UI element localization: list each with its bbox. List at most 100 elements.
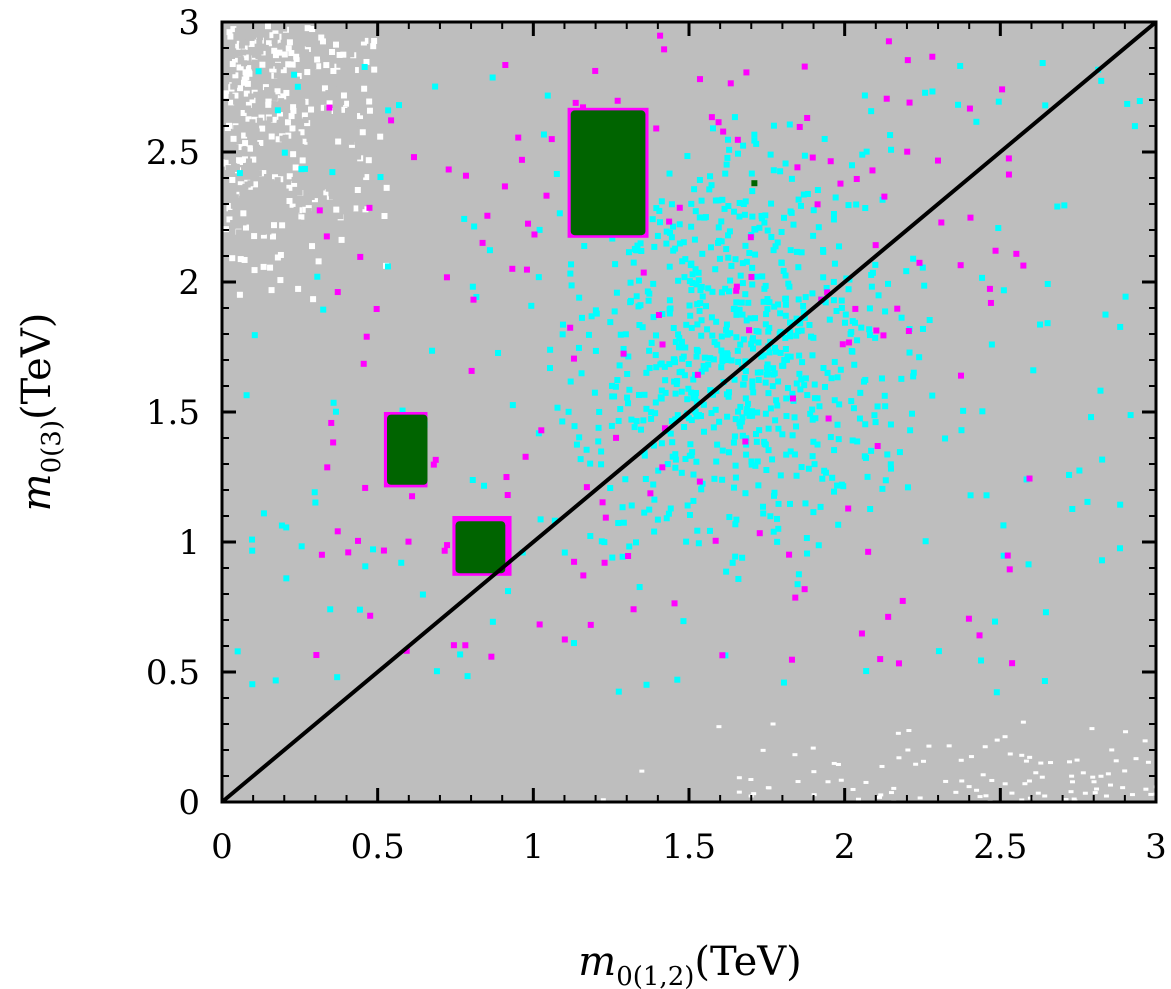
gap-point	[318, 34, 325, 41]
gap-point	[279, 222, 286, 229]
gap-point	[926, 744, 932, 748]
cyan-point	[851, 319, 858, 326]
gap-point	[267, 264, 274, 271]
cyan-point	[723, 246, 730, 253]
magenta-point	[712, 537, 719, 544]
gap-point	[277, 277, 284, 284]
cyan-point	[1039, 60, 1046, 67]
gap-point	[315, 258, 322, 265]
gap-point	[232, 92, 239, 99]
gap-point	[285, 45, 292, 52]
cyan-point	[670, 356, 677, 363]
cyan-point	[682, 256, 689, 263]
cyan-point	[860, 378, 867, 385]
background-point	[330, 86, 337, 93]
magenta-point	[462, 642, 469, 649]
background-point	[239, 190, 246, 197]
cyan-point	[793, 315, 800, 322]
background-point	[351, 220, 358, 227]
cyan-point	[907, 427, 914, 434]
background-point	[232, 144, 239, 151]
cyan-point	[793, 332, 800, 339]
cyan-point	[775, 378, 782, 385]
cyan-point	[236, 170, 243, 177]
cyan-point	[567, 270, 574, 277]
cyan-point	[797, 320, 804, 327]
background-point	[326, 126, 333, 133]
cyan-point	[919, 325, 926, 332]
cyan-point	[812, 415, 819, 422]
cyan-point	[756, 224, 763, 231]
cyan-point	[797, 202, 804, 209]
cyan-point	[814, 441, 821, 448]
magenta-point	[858, 630, 865, 637]
gap-point	[980, 773, 986, 777]
magenta-point	[323, 233, 330, 240]
magenta-point	[548, 136, 555, 143]
gap-point	[958, 758, 964, 762]
cyan-point	[626, 543, 633, 550]
magenta-point	[756, 530, 763, 537]
gap-point	[250, 156, 257, 163]
cyan-point	[740, 381, 747, 388]
magenta-point	[827, 158, 834, 165]
cyan-point	[674, 412, 681, 419]
magenta-point	[1013, 250, 1020, 257]
gap-point	[1098, 774, 1104, 778]
gap-point	[285, 61, 292, 68]
gap-point	[290, 104, 297, 111]
gap-point	[1069, 780, 1075, 784]
magenta-point	[625, 552, 632, 559]
gap-point	[246, 70, 253, 77]
gap-point	[264, 23, 271, 30]
cyan-point	[767, 405, 774, 412]
magenta-point	[987, 299, 994, 306]
cyan-point	[793, 472, 800, 479]
cyan-point	[731, 433, 738, 440]
cyan-point	[795, 196, 802, 203]
cyan-point	[770, 365, 777, 372]
cyan-point	[505, 588, 512, 595]
gap-point	[284, 119, 291, 126]
cyan-point	[681, 372, 688, 379]
cyan-point	[656, 219, 663, 226]
gap-point	[266, 40, 273, 47]
cyan-point	[988, 341, 995, 348]
cyan-point	[635, 391, 642, 398]
cyan-point	[766, 324, 773, 331]
gap-point	[338, 236, 345, 243]
gap-point	[272, 52, 279, 59]
cyan-point	[765, 328, 772, 335]
cyan-point	[693, 458, 700, 465]
cyan-point	[795, 264, 802, 271]
cyan-point	[613, 289, 620, 296]
background-point	[348, 138, 355, 145]
cyan-point	[719, 196, 726, 203]
cyan-point	[640, 417, 647, 424]
gap-point	[320, 104, 327, 111]
gap-point	[271, 47, 278, 54]
magenta-point	[671, 600, 678, 607]
gap-point	[1038, 761, 1044, 765]
background-point	[256, 117, 263, 124]
gap-point	[235, 43, 242, 50]
cyan-point	[778, 228, 785, 235]
cyan-point	[674, 676, 681, 683]
magenta-point	[734, 136, 741, 143]
gap-point	[309, 26, 316, 33]
cyan-point	[829, 474, 836, 481]
background-point	[295, 30, 302, 37]
gap-point	[304, 69, 311, 76]
cyan-point	[737, 341, 744, 348]
cyan-point	[631, 424, 638, 431]
cyan-point	[578, 370, 585, 377]
cyan-point	[601, 539, 608, 546]
gap-point	[286, 184, 293, 191]
cyan-point	[718, 333, 725, 340]
magenta-point	[403, 647, 410, 654]
cyan-point	[772, 243, 779, 250]
cyan-point	[764, 296, 771, 303]
gap-point	[269, 66, 276, 73]
cyan-point	[573, 441, 580, 448]
cyan-point	[768, 200, 775, 207]
